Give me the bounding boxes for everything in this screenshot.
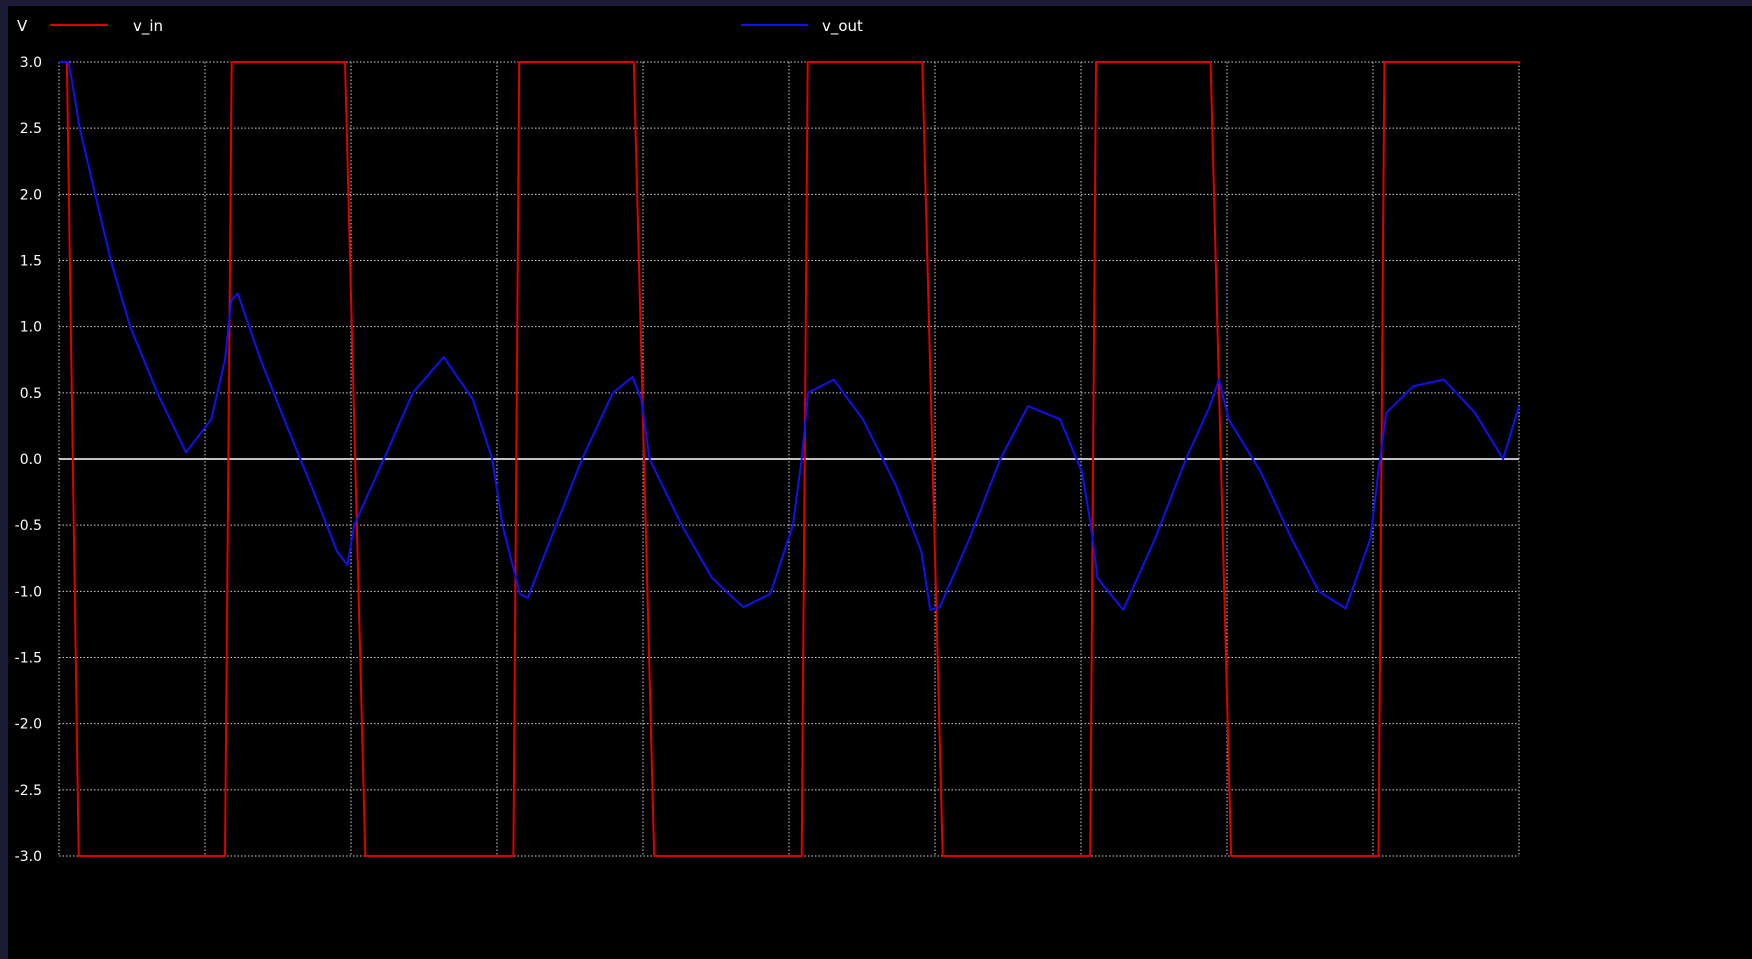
y-tick-label: 2.5 — [20, 121, 42, 137]
grid — [58, 61, 1520, 857]
y-tick-label: 0.0 — [20, 452, 42, 468]
legend: V v_in v_out — [17, 17, 863, 36]
y-tick-label: -2.0 — [15, 717, 42, 733]
y-tick-label: -3.0 — [15, 849, 42, 865]
y-axis-unit-label: V — [17, 17, 28, 35]
y-tick-label: 1.0 — [20, 320, 42, 336]
y-tick-label: 2.0 — [20, 187, 42, 203]
y-tick-label: 1.5 — [20, 254, 42, 270]
y-tick-label: -1.5 — [15, 651, 42, 667]
y-tick-label: 3.0 — [20, 55, 42, 71]
waveform-chart[interactable]: V v_in v_out 3.0 2.5 2.0 1.5 1.0 0.5 0.0 -0.5 -1… — [8, 6, 1752, 959]
plot-series — [59, 61, 1520, 857]
series-line-v-in — [59, 61, 1519, 857]
y-tick-label: 0.5 — [20, 386, 42, 402]
y-axis-ticks: 3.0 2.5 2.0 1.5 1.0 0.5 0.0 -0.5 -1.0 -1.5 -2.0 -2.… — [15, 55, 42, 865]
legend-label-v-out[interactable]: v_out — [822, 17, 863, 36]
y-tick-label: -0.5 — [15, 518, 42, 534]
y-tick-label: -1.0 — [15, 584, 42, 600]
plot-window: V v_in v_out 3.0 2.5 2.0 1.5 1.0 0.5 0.0 -0.5 -1… — [8, 6, 1752, 959]
legend-label-v-in[interactable]: v_in — [133, 17, 163, 36]
series-line-v-out — [59, 61, 1520, 611]
y-tick-label: -2.5 — [15, 783, 42, 799]
